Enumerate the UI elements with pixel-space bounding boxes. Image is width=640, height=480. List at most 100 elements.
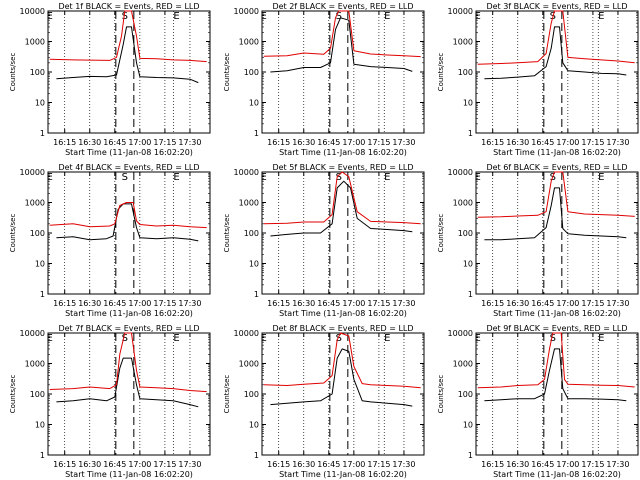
y-tick-label: 100 <box>30 229 45 238</box>
x-tick-label: 16:45 <box>317 138 340 147</box>
y-axis-label: Counts/sec <box>223 53 231 92</box>
y-tick-label: 1000 <box>25 360 45 369</box>
plot-frame <box>261 10 425 134</box>
series-events-line <box>56 203 199 242</box>
x-tick-label: 16:45 <box>531 138 554 147</box>
x-tick-label: 16:30 <box>78 299 101 308</box>
series-events-line <box>484 187 627 241</box>
x-tick-label: 16:30 <box>292 460 315 469</box>
chart-panel-3: Det 3f BLACK = Events, RED = LLD 1 10 100 10… <box>437 2 639 157</box>
y-tick-label: 10000 <box>234 329 259 338</box>
y-tick-label: 100 <box>244 229 259 238</box>
y-axis-label: Counts/sec <box>9 375 17 414</box>
marker-label-e: E <box>173 11 179 22</box>
series-lld-line <box>263 171 421 225</box>
y-tick-label: 100 <box>30 390 45 399</box>
x-tick-label: 16:15 <box>267 460 290 469</box>
x-tick-label: 17:30 <box>392 138 415 147</box>
y-tick-label: 10000 <box>448 168 473 177</box>
chart-title: Det 1f BLACK = Events, RED = LLD <box>58 2 199 11</box>
x-tick-label: 17:15 <box>153 299 176 308</box>
marker-label-e: E <box>475 333 481 344</box>
x-axis-label: Start Time (11-Jan-08 16:02:20) <box>65 470 193 479</box>
y-tick-label: 1000 <box>453 360 473 369</box>
chart-title: Det 3f BLACK = Events, RED = LLD <box>486 2 627 11</box>
x-tick-label: 17:30 <box>606 299 629 308</box>
series-lld-line <box>477 10 635 65</box>
x-tick-label: 17:30 <box>606 138 629 147</box>
x-tick-label: 16:45 <box>531 299 554 308</box>
x-tick-label: 17:15 <box>367 299 390 308</box>
x-tick-label: 17:30 <box>178 299 201 308</box>
x-tick-label: 16:45 <box>103 138 126 147</box>
x-axis-label: Start Time (11-Jan-08 16:02:20) <box>493 309 621 318</box>
x-tick-label: 16:45 <box>103 460 126 469</box>
y-tick-label: 1 <box>468 129 473 138</box>
plot-frame <box>475 10 639 134</box>
x-tick-label: 16:15 <box>53 299 76 308</box>
y-tick-label: 10 <box>249 99 259 108</box>
marker-label-e: E <box>47 11 53 22</box>
x-tick-label: 16:30 <box>506 299 529 308</box>
y-tick-label: 100 <box>458 68 473 77</box>
y-tick-label: 10 <box>35 421 45 430</box>
series-lld-line <box>263 332 421 389</box>
x-tick-label: 16:15 <box>481 138 504 147</box>
y-tick-label: 10000 <box>234 7 259 16</box>
series-lld-line <box>49 10 207 63</box>
marker-label-e: E <box>47 172 53 183</box>
marker-label-s: S <box>336 11 342 22</box>
marker-label-s: S <box>122 172 128 183</box>
x-axis-label: Start Time (11-Jan-08 16:02:20) <box>279 470 407 479</box>
chart-panel-5: Det 5f BLACK = Events, RED = LLD 1 10 100 10… <box>223 163 425 318</box>
plot-frame <box>47 10 211 134</box>
y-tick-label: 10000 <box>20 7 45 16</box>
y-tick-label: 10 <box>35 260 45 269</box>
x-tick-label: 16:30 <box>506 138 529 147</box>
x-tick-label: 16:15 <box>267 138 290 147</box>
x-tick-label: 17:15 <box>367 460 390 469</box>
plot-frame <box>47 332 211 456</box>
x-tick-label: 16:30 <box>292 299 315 308</box>
marker-label-e: E <box>47 333 53 344</box>
x-tick-label: 17:15 <box>581 138 604 147</box>
x-tick-label: 17:15 <box>367 138 390 147</box>
x-tick-label: 16:30 <box>78 138 101 147</box>
chart-title: Det 6f BLACK = Events, RED = LLD <box>486 163 627 172</box>
series-lld-line <box>263 10 421 58</box>
x-tick-label: 17:00 <box>342 138 365 147</box>
x-tick-label: 17:15 <box>581 299 604 308</box>
y-axis-label: Counts/sec <box>437 53 445 92</box>
series-lld-line <box>477 171 635 218</box>
series-events-line <box>270 180 413 237</box>
chart-title: Det 5f BLACK = Events, RED = LLD <box>272 163 413 172</box>
chart-title: Det 2f BLACK = Events, RED = LLD <box>272 2 413 11</box>
y-axis-label: Counts/sec <box>223 375 231 414</box>
y-tick-label: 1 <box>40 129 45 138</box>
series-events-line <box>484 26 627 80</box>
marker-label-e: E <box>384 333 390 344</box>
y-axis-label: Counts/sec <box>9 214 17 253</box>
x-tick-label: 17:00 <box>556 299 579 308</box>
y-tick-label: 1000 <box>239 199 259 208</box>
chart-panel-7: Det 7f BLACK = Events, RED = LLD 1 10 100 10… <box>9 324 211 479</box>
y-tick-label: 10 <box>249 421 259 430</box>
y-tick-label: 1 <box>254 290 259 299</box>
x-tick-label: 17:00 <box>128 299 151 308</box>
marker-label-e: E <box>598 11 604 22</box>
x-tick-label: 16:30 <box>78 460 101 469</box>
x-axis-label: Start Time (11-Jan-08 16:02:20) <box>279 309 407 318</box>
x-tick-label: 17:30 <box>178 138 201 147</box>
marker-label-e: E <box>261 172 267 183</box>
y-tick-label: 1000 <box>239 38 259 47</box>
marker-label-e: E <box>598 333 604 344</box>
marker-label-e: E <box>384 172 390 183</box>
y-tick-label: 10000 <box>234 168 259 177</box>
x-tick-label: 17:15 <box>581 460 604 469</box>
chart-panel-8: Det 8f BLACK = Events, RED = LLD 1 10 100 10… <box>223 324 425 479</box>
x-tick-label: 16:45 <box>531 460 554 469</box>
x-tick-label: 16:15 <box>481 299 504 308</box>
chart-title: Det 4f BLACK = Events, RED = LLD <box>58 163 199 172</box>
x-tick-label: 17:30 <box>606 460 629 469</box>
